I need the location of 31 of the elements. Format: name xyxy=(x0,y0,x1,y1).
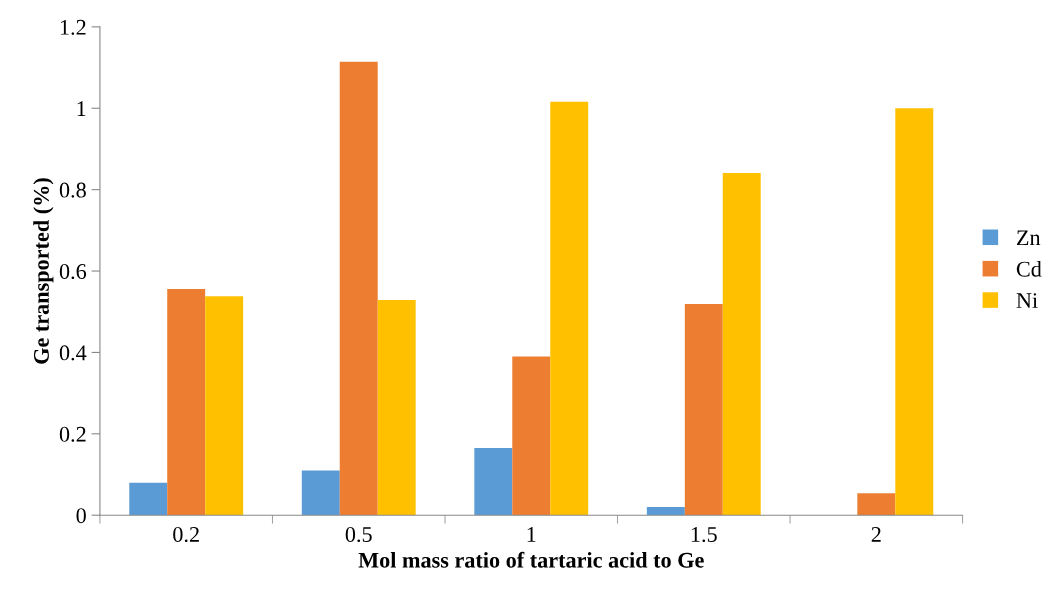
bar xyxy=(474,448,513,516)
bar xyxy=(205,296,244,516)
x-tick-label: 1 xyxy=(527,527,536,542)
bar xyxy=(339,61,378,516)
bar xyxy=(895,108,934,516)
bar xyxy=(684,304,723,516)
y-tick-label: 0.6 xyxy=(59,263,87,280)
y-tick-label: 1 xyxy=(77,101,86,116)
bar xyxy=(377,299,416,516)
x-tick-label: 0.2 xyxy=(173,526,199,543)
bar xyxy=(167,288,206,516)
y-tick-label: 0.4 xyxy=(59,345,87,361)
bar xyxy=(301,470,340,516)
y-tick-label: 0 xyxy=(76,508,86,524)
bar xyxy=(857,493,896,516)
legend-label: Cd xyxy=(1016,261,1042,277)
y-axis-title: Ge transported (%) xyxy=(33,178,54,364)
bar xyxy=(129,482,168,516)
y-tick-label: 0.2 xyxy=(59,426,86,442)
x-axis-title: Mol mass ratio of tartaric acid to Ge xyxy=(358,551,704,568)
y-tick-label: 0.8 xyxy=(59,182,86,198)
x-tick-label: 1.5 xyxy=(691,527,717,543)
y-tick-label: 1.2 xyxy=(60,19,86,35)
x-tick-label: 2 xyxy=(871,527,881,542)
x-tick-label: 0.5 xyxy=(345,526,372,543)
bar xyxy=(550,101,589,516)
bar xyxy=(512,356,551,516)
legend-label: Ni xyxy=(1016,293,1038,308)
bar xyxy=(722,172,761,516)
bar xyxy=(646,507,685,516)
legend-label: Zn xyxy=(1016,230,1041,246)
